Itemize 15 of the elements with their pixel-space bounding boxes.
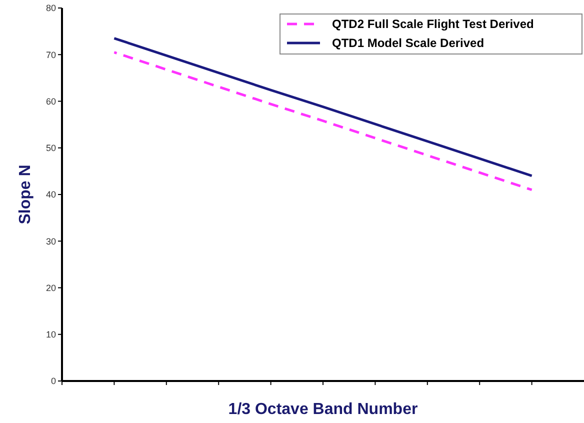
y-tick-label: 70 bbox=[46, 50, 56, 60]
line-series bbox=[112, 51, 534, 192]
legend-label: QTD1 Model Scale Derived bbox=[332, 36, 484, 50]
line-series bbox=[112, 37, 534, 178]
y-tick-label: 20 bbox=[46, 282, 56, 293]
y-tick-label: 40 bbox=[46, 190, 56, 200]
y-tick-label: 30 bbox=[46, 236, 56, 246]
y-tick-label: 10 bbox=[46, 330, 56, 340]
y-tick-label: 80 bbox=[46, 3, 56, 14]
y-tick-label: 50 bbox=[46, 143, 56, 154]
x-axis-title: 1/3 Octave Band Number bbox=[228, 401, 418, 418]
legend-label: QTD2 Full Scale Flight Test Derived bbox=[332, 17, 534, 32]
y-tick-label: 60 bbox=[46, 96, 56, 106]
y-axis-title: Slope N bbox=[17, 164, 34, 224]
y-tick-label: 0 bbox=[50, 376, 56, 386]
